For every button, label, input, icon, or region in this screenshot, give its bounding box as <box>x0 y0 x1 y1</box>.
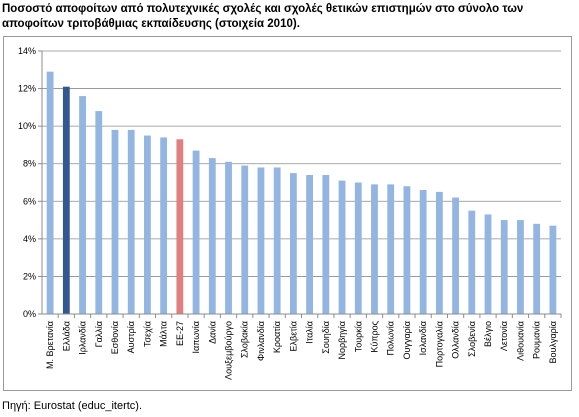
bar <box>241 165 249 314</box>
x-tick-label: Ολλανδία <box>451 321 461 359</box>
bar <box>111 129 119 314</box>
bar <box>62 86 70 314</box>
bar <box>549 225 557 314</box>
x-tick-label: Γαλλία <box>94 321 104 347</box>
x-tick-label: Ουγγαρία <box>402 321 412 359</box>
source-note: Πηγή: Eurostat (educ_itertc). <box>2 400 143 412</box>
x-tick-label: Λουξεμβούργο <box>224 321 234 380</box>
bar <box>273 167 281 314</box>
x-tick-label: Δανία <box>207 321 217 344</box>
y-tick-label: 14% <box>18 46 36 56</box>
x-tick-label: Τσεχία <box>142 321 152 347</box>
x-tick-label: Σουηδία <box>321 321 331 354</box>
bar <box>517 220 524 314</box>
y-tick-label: 10% <box>18 121 36 131</box>
x-tick-label: Ισλανδία <box>418 321 428 355</box>
y-tick-label: 0% <box>23 309 36 319</box>
x-tick-label: Εσθονία <box>110 321 120 354</box>
x-tick-label: Βουλγαρία <box>548 321 558 363</box>
bar <box>79 96 86 314</box>
bar <box>322 174 330 314</box>
y-tick-label: 8% <box>23 159 36 169</box>
bar <box>257 167 265 314</box>
x-tick-label: Πολωνία <box>386 321 396 355</box>
bar <box>144 135 151 314</box>
bar <box>435 191 443 314</box>
y-axis-ticks: 0% 2% 4% 6% 8% 10% 12% 14% <box>18 46 42 319</box>
x-tick-label: Κύπρος <box>369 320 379 352</box>
bar <box>387 184 395 314</box>
chart-title: Ποσοστό αποφοίτων από πολυτεχνικές σχολέ… <box>2 3 524 30</box>
x-tick-label: Σλοβακία <box>240 321 250 358</box>
x-tick-label: Φινλανδία <box>256 321 266 361</box>
x-tick-label: Ιρλανδία <box>78 321 88 355</box>
y-tick-label: 2% <box>23 271 36 281</box>
x-tick-label: Λετονία <box>499 321 509 351</box>
x-tick-label: Σλοβενία <box>467 321 477 357</box>
x-tick-label: Ιταλία <box>305 321 315 344</box>
bar <box>452 197 459 314</box>
bar <box>176 139 184 314</box>
bar <box>500 220 508 314</box>
x-tick-label: Ιαπωνία <box>191 321 201 354</box>
x-tick-label: Μ. Βρετανία <box>45 321 55 369</box>
x-tick-label: Βέλγιο <box>483 321 493 347</box>
x-tick-label: Ρουμανία <box>532 321 542 359</box>
bar <box>95 111 103 314</box>
bar <box>46 71 54 315</box>
x-tick-label: Μάλτα <box>159 321 169 347</box>
x-tick-label: Πορτογαλία <box>434 321 444 367</box>
bar <box>306 174 314 314</box>
y-tick-label: 4% <box>23 234 36 244</box>
bar <box>371 184 378 314</box>
bar-chart: 0% 2% 4% 6% 8% 10% 12% 14% Μ. Βρετανία Ελλάδα Ιρλ… <box>18 46 562 380</box>
bar <box>127 129 135 314</box>
bar <box>468 210 476 314</box>
bar <box>208 158 216 314</box>
bars <box>46 71 557 315</box>
bar <box>419 190 427 314</box>
bar <box>533 223 541 314</box>
x-tick-label: Νορβηγία <box>337 321 347 360</box>
bar <box>338 180 346 314</box>
bar <box>192 150 200 314</box>
bar <box>160 137 168 314</box>
x-tick-label: Τουρκία <box>353 321 363 352</box>
x-tick-label: Ελλάδα <box>61 321 71 351</box>
y-tick-label: 6% <box>23 196 36 206</box>
bar <box>354 182 362 314</box>
gridlines <box>42 50 561 277</box>
bar <box>289 173 297 314</box>
bar <box>403 186 411 314</box>
x-tick-label: Κροατία <box>272 321 282 353</box>
bar <box>484 214 492 314</box>
x-axis-labels: Μ. Βρετανία Ελλάδα Ιρλανδία Γαλλία Εσθονία Αυ… <box>45 314 562 380</box>
bar <box>225 161 232 314</box>
x-tick-label: Αυστρία <box>126 321 136 353</box>
y-tick-label: 12% <box>18 84 36 94</box>
x-tick-label: Λιθουανία <box>515 321 525 361</box>
x-tick-label: ΕΕ-27 <box>175 321 185 346</box>
x-tick-label: Ελβετία <box>288 321 298 351</box>
